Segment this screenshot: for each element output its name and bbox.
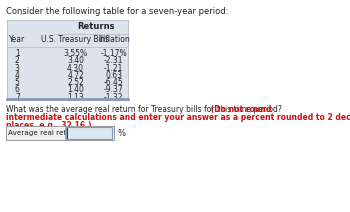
Text: Year: Year [9, 35, 26, 44]
Text: U.S. Treasury Bills: U.S. Treasury Bills [41, 35, 110, 44]
Text: 6: 6 [15, 85, 20, 94]
Text: 3: 3 [15, 64, 20, 73]
Text: Consider the following table for a seven-year period:: Consider the following table for a seven… [6, 7, 228, 16]
Text: -6.45: -6.45 [104, 78, 124, 87]
Text: Returns: Returns [77, 22, 115, 31]
Text: 4.30: 4.30 [67, 64, 84, 73]
Text: 7: 7 [15, 93, 20, 102]
FancyBboxPatch shape [6, 126, 114, 140]
Text: -1.21: -1.21 [104, 64, 124, 73]
Text: -1.32: -1.32 [104, 93, 124, 102]
Text: Average real return: Average real return [8, 130, 78, 136]
Text: 1.40: 1.40 [67, 85, 84, 94]
Text: 5: 5 [15, 78, 20, 87]
Text: (Do not round: (Do not round [6, 105, 271, 114]
Text: 0.63: 0.63 [105, 71, 122, 80]
Text: 3.40: 3.40 [67, 56, 84, 65]
Text: %: % [117, 128, 125, 138]
Text: Inflation: Inflation [98, 35, 130, 44]
Text: 4: 4 [15, 71, 20, 80]
Text: -9.37: -9.37 [104, 85, 124, 94]
Text: 4.72: 4.72 [67, 71, 84, 80]
FancyBboxPatch shape [65, 127, 112, 139]
Text: intermediate calculations and enter your answer as a percent rounded to 2 decima: intermediate calculations and enter your… [6, 113, 350, 122]
Text: places, e.g., 32.16.): places, e.g., 32.16.) [6, 121, 91, 130]
Text: 2: 2 [15, 56, 20, 65]
Text: What was the average real return for Treasury bills for this time period?: What was the average real return for Tre… [6, 105, 284, 114]
Text: 1: 1 [15, 49, 20, 58]
FancyBboxPatch shape [7, 20, 128, 100]
Text: -2.31: -2.31 [104, 56, 124, 65]
Text: 2.52: 2.52 [67, 78, 84, 87]
Text: -1.17%: -1.17% [100, 49, 127, 58]
Text: 3.55%: 3.55% [63, 49, 88, 58]
Text: 1.13: 1.13 [67, 93, 84, 102]
